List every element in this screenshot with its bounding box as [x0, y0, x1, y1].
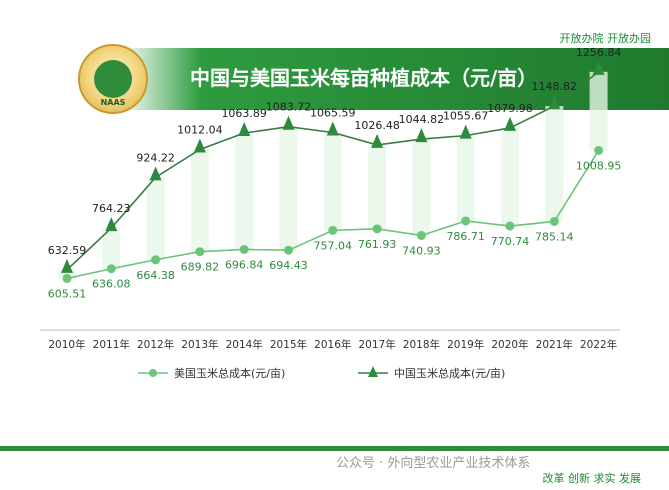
- usa-value-label: 785.14: [535, 230, 574, 243]
- range-band: [102, 228, 121, 269]
- range-band: [368, 144, 387, 229]
- logo-emblem-icon: [94, 60, 132, 98]
- usa-point: [372, 224, 382, 234]
- range-band: [545, 106, 564, 222]
- usa-value-label: 770.74: [491, 235, 530, 248]
- usa-point: [62, 273, 72, 283]
- china-value-label: 1256.84: [576, 46, 622, 59]
- usa-value-label: 696.84: [225, 258, 264, 271]
- china-point: [415, 128, 428, 143]
- range-band: [501, 127, 519, 227]
- china-point: [105, 217, 118, 232]
- x-tick-label: 2013年: [181, 338, 218, 351]
- china-value-label: 1012.04: [177, 123, 223, 136]
- x-tick-label: 2022年: [580, 338, 617, 351]
- china-value-label: 632.59: [48, 244, 87, 257]
- china-point: [459, 124, 472, 139]
- china-value-label: 924.22: [136, 151, 175, 164]
- usa-value-label: 605.51: [48, 287, 87, 300]
- china-value-label: 1148.82: [532, 80, 578, 93]
- x-tick-label: 2019年: [447, 338, 484, 351]
- x-tick-label: 2021年: [536, 338, 573, 351]
- china-value-label: 764.23: [92, 202, 131, 215]
- usa-value-label: 786.71: [446, 230, 485, 243]
- range-band: [412, 139, 431, 236]
- china-value-label: 1065.59: [310, 106, 356, 119]
- usa-point: [328, 225, 338, 235]
- usa-point: [151, 255, 161, 265]
- usa-value-label: 694.43: [269, 259, 308, 272]
- x-tick-label: 2012年: [137, 338, 174, 351]
- range-band: [146, 177, 165, 260]
- usa-point: [416, 230, 426, 240]
- usa-point: [195, 247, 205, 257]
- range-band: [279, 126, 298, 251]
- china-point: [326, 121, 339, 136]
- usa-point: [106, 264, 116, 274]
- range-band: [456, 135, 475, 221]
- range-band: [589, 71, 608, 151]
- usa-point: [505, 221, 515, 231]
- usa-value-label: 689.82: [181, 261, 220, 274]
- range-band: [323, 132, 342, 231]
- china-value-label: 1079.98: [487, 102, 533, 115]
- chart-title: 中国与美国玉米每亩种植成本（元/亩）: [190, 66, 538, 90]
- china-value-label: 1026.48: [354, 119, 400, 132]
- legend-usa-marker: [149, 369, 157, 377]
- legend-usa-label: 美国玉米总成本(元/亩): [174, 366, 285, 380]
- china-point: [61, 258, 73, 273]
- china-point: [592, 60, 605, 75]
- usa-point: [461, 216, 471, 226]
- china-point: [504, 116, 516, 131]
- logo-text: NAAS: [100, 98, 126, 107]
- bottom-divider: [0, 446, 669, 451]
- china-value-label: 1063.89: [221, 107, 267, 120]
- usa-value-label: 761.93: [358, 238, 397, 251]
- usa-point: [239, 244, 249, 254]
- china-value-label: 1055.67: [443, 110, 489, 123]
- usa-point: [594, 145, 604, 155]
- legend-china-marker: [368, 366, 378, 377]
- x-tick-label: 2014年: [226, 338, 263, 351]
- watermark-text: 公众号 · 外向型农业产业技术体系: [336, 456, 531, 471]
- usa-value-label: 1008.95: [576, 159, 622, 172]
- usa-value-label: 757.04: [314, 239, 353, 252]
- x-tick-label: 2020年: [491, 338, 528, 351]
- x-tick-label: 2015年: [270, 338, 307, 351]
- usa-value-label: 664.38: [136, 269, 175, 282]
- top-slogan: 开放办院 开放办园: [559, 32, 652, 45]
- x-tick-label: 2011年: [93, 338, 130, 351]
- china-point: [548, 95, 561, 110]
- range-band: [190, 149, 209, 252]
- china-value-label: 1044.82: [399, 113, 445, 126]
- usa-point: [284, 245, 293, 255]
- x-tick-label: 2018年: [403, 338, 440, 351]
- range-band: [235, 133, 254, 250]
- x-tick-label: 2016年: [314, 338, 351, 351]
- x-tick-label: 2017年: [358, 338, 395, 351]
- institute-logo: NAAS: [78, 44, 148, 114]
- china-value-label: 1083.72: [266, 101, 312, 114]
- china-point: [193, 138, 206, 153]
- usa-point: [549, 216, 559, 226]
- china-point: [149, 166, 162, 181]
- usa-value-label: 636.08: [92, 278, 131, 291]
- bottom-slogan: 改革 创新 求实 发展: [542, 472, 642, 485]
- x-tick-label: 2010年: [48, 338, 85, 351]
- legend-china-label: 中国玉米总成本(元/亩): [394, 366, 505, 380]
- china-point: [371, 133, 384, 148]
- china-point: [282, 115, 295, 130]
- china-point: [238, 122, 251, 137]
- usa-value-label: 740.93: [402, 244, 441, 257]
